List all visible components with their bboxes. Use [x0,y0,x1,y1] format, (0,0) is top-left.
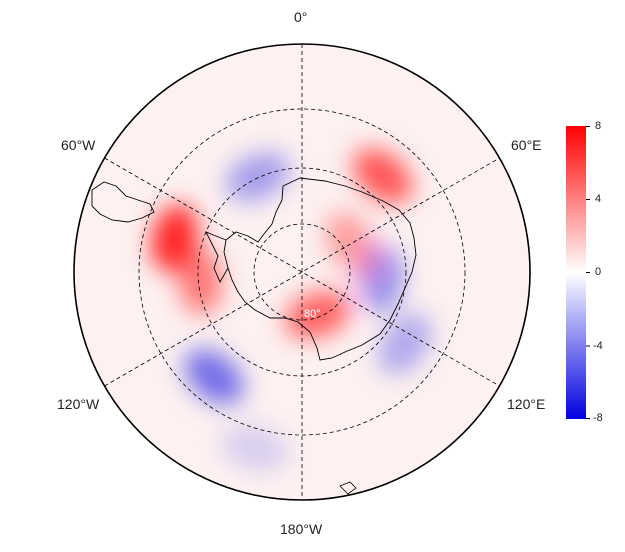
colorbar [566,126,586,419]
positive-anomaly-patch [177,247,222,315]
colorbar-tick-label: -8 [593,412,603,424]
positive-anomaly-patch [352,148,413,204]
latitude-circle-80 [253,223,351,321]
south-america-coastline [91,181,155,223]
map-border [73,43,531,501]
latitude-circle-60 [138,108,466,436]
lon-label-60e: 60°E [511,137,542,153]
lon-label-60w: 60°W [61,137,96,153]
graticule [104,44,500,500]
antarctic-peninsula-coastline [205,231,229,284]
colorbar-tick-label: -4 [593,340,603,352]
lon-label-180w: 180°W [280,521,323,537]
positive-anomaly-patch [284,291,351,339]
lon-label-120e: 120°E [507,396,546,412]
meridian-60 [104,157,500,387]
negative-anomaly-patch [221,425,289,472]
meridian-120 [104,157,500,387]
colorbar-tick-label: 0 [595,266,602,278]
colorbar-tick-label: 4 [595,193,602,205]
island-outline [339,481,357,495]
colorbar-tick-label: 8 [595,120,602,132]
anomaly-field [151,148,432,472]
lat-label-80: 80° [304,308,321,320]
negative-anomaly-patch [378,313,432,375]
negative-anomaly-patch [184,349,244,405]
colorbar-ticks [586,126,590,419]
negative-anomaly-patch [225,152,290,202]
positive-anomaly-patch [325,212,377,275]
lon-label-120w: 120°W [57,396,100,412]
lon-label-0: 0° [294,9,308,25]
